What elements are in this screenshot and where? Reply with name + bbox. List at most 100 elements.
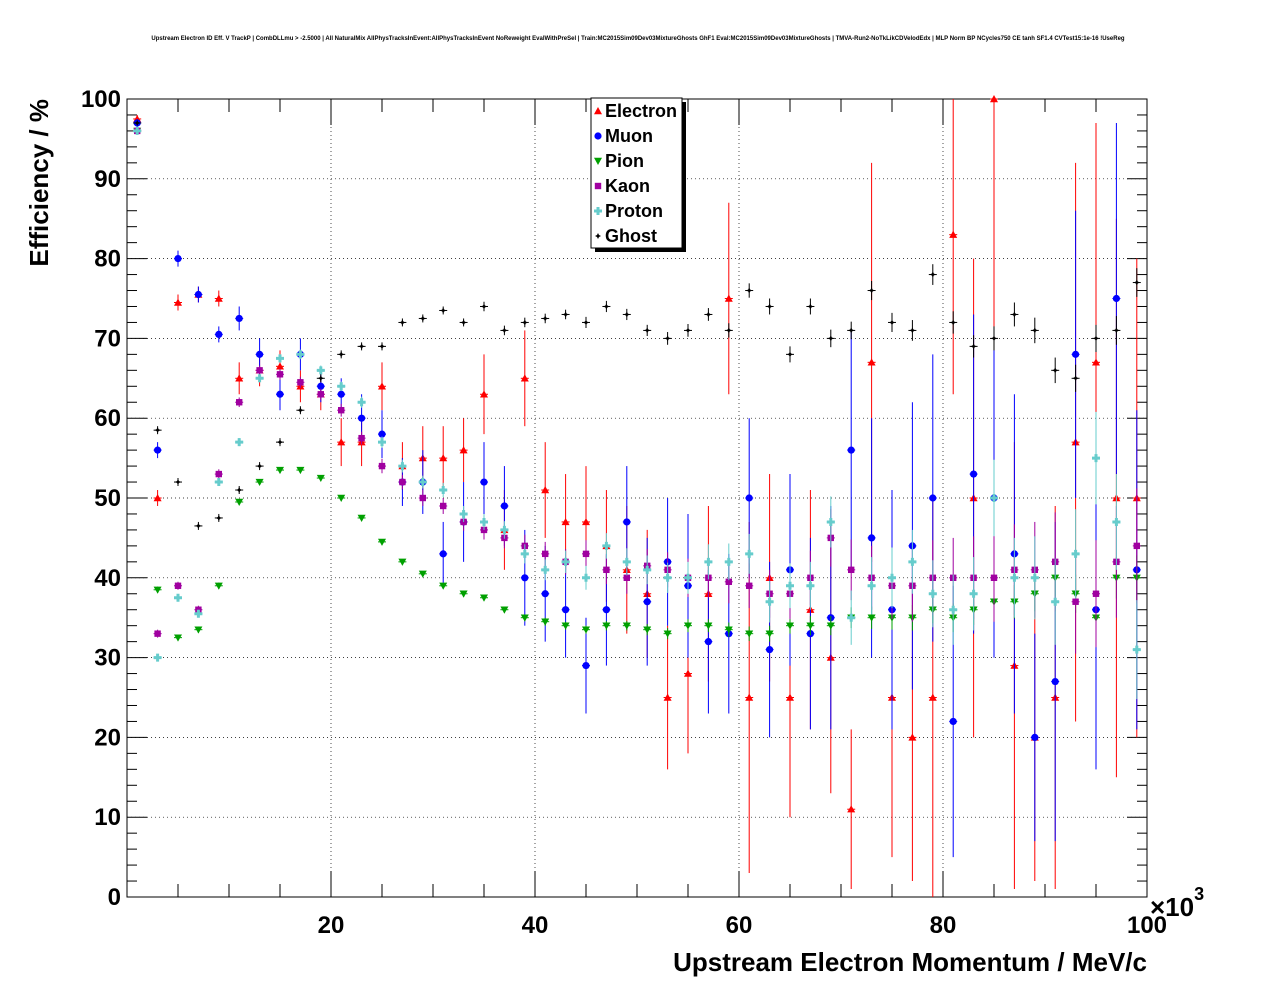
axis-ticks: 0 10 20 30 40 50 60 70 80 90 100 20 40 60 80 100: [81, 86, 1167, 939]
data-point: [868, 287, 875, 294]
data-point: [521, 319, 528, 326]
legend-entry-proton: Proton: [594, 201, 663, 221]
data-point: [358, 434, 365, 442]
data-point: [337, 382, 346, 391]
data-point: [214, 582, 223, 590]
legend-marker: [594, 107, 602, 115]
data-point: [928, 589, 937, 598]
data-point: [419, 494, 426, 502]
y-tick-label: 80: [94, 246, 121, 273]
legend-box: [590, 97, 683, 249]
data-point: [174, 634, 182, 642]
legend-entry-electron: Electron: [594, 101, 677, 121]
data-point: [724, 294, 733, 302]
chart-title: Upstream Electron ID Eff. V TrackP | Com…: [151, 36, 1125, 42]
data-point: [602, 622, 611, 630]
data-point: [256, 463, 263, 470]
data-point: [663, 630, 672, 638]
data-point: [603, 566, 610, 574]
data-point: [297, 407, 304, 414]
data-point: [583, 319, 589, 326]
data-point: [358, 343, 365, 350]
data-point: [357, 514, 366, 522]
data-point: [765, 630, 774, 638]
data-point: [297, 379, 304, 386]
data-point: [500, 606, 509, 614]
data-point: [1051, 677, 1059, 686]
data-point: [418, 570, 427, 578]
data-point: [1011, 311, 1018, 318]
data-point: [684, 669, 692, 677]
data-point: [623, 574, 630, 581]
data-point: [766, 303, 773, 310]
data-point: [746, 582, 753, 589]
data-point: [317, 391, 324, 398]
data-point: [1051, 597, 1060, 606]
data-point: [174, 582, 182, 589]
data-point: [949, 230, 958, 238]
data-point: [236, 399, 243, 406]
data-point: [542, 550, 549, 558]
data-point: [582, 661, 590, 670]
data-point: [317, 375, 324, 382]
data-point: [848, 566, 855, 574]
data-point: [868, 534, 876, 542]
data-point: [1113, 327, 1120, 334]
data-point: [582, 626, 590, 634]
data-point: [459, 590, 468, 598]
data-point: [602, 541, 611, 550]
data-point: [378, 438, 386, 447]
data-point: [194, 290, 202, 299]
y-tick-label: 0: [108, 884, 121, 911]
legend-marker: [594, 207, 602, 215]
legend-label: Ghost: [605, 226, 657, 246]
data-point: [990, 494, 998, 502]
data-point: [154, 630, 161, 637]
data-point: [133, 126, 142, 135]
data-point: [725, 578, 732, 585]
data-point: [847, 446, 855, 454]
data-point: [154, 446, 162, 454]
data-point: [950, 319, 957, 326]
x-tick-label: 20: [318, 912, 345, 939]
data-point: [1133, 542, 1140, 550]
data-point: [215, 330, 223, 339]
data-point: [398, 462, 407, 471]
data-point: [276, 371, 284, 378]
data-point: [766, 646, 774, 654]
data-point: [379, 343, 385, 350]
data-point: [296, 466, 305, 475]
data-point: [622, 557, 631, 566]
y-tick-label: 10: [94, 804, 121, 831]
data-point: [806, 581, 815, 590]
data-point: [195, 522, 202, 529]
data-point: [929, 494, 937, 502]
data-point: [460, 319, 467, 326]
data-point: [786, 622, 794, 630]
data-point: [867, 581, 876, 590]
data-point: [562, 311, 569, 318]
data-point: [399, 478, 406, 486]
legend-label: Electron: [605, 101, 677, 121]
data-point: [888, 573, 896, 582]
data-point: [786, 581, 794, 590]
data-point: [439, 582, 448, 590]
data-point: [276, 362, 284, 370]
data-point: [480, 390, 488, 398]
data-point: [745, 693, 754, 701]
data-point: [153, 653, 162, 662]
data-point: [806, 622, 815, 630]
data-point: [399, 319, 406, 326]
data-point: [928, 693, 937, 701]
data-point: [705, 311, 712, 318]
data-point: [623, 311, 630, 318]
data-point: [867, 358, 876, 366]
data-point: [664, 335, 671, 342]
data-point: [541, 590, 549, 598]
data-point: [970, 470, 978, 478]
data-point: [214, 294, 223, 302]
data-point: [174, 593, 182, 602]
legend-label: Muon: [605, 126, 653, 146]
data-point: [481, 303, 487, 310]
data-point: [236, 487, 243, 494]
